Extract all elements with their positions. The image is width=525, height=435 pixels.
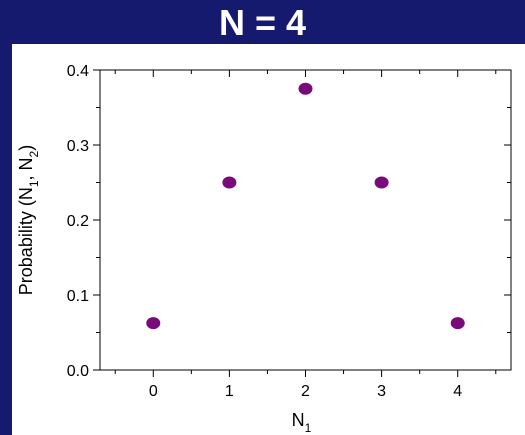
x-axis-title-sub: 1 [305,421,312,435]
x-tick-label: 3 [377,383,386,400]
plot-panel: 0 1 2 3 4 0.0 0.1 0.2 0.3 0.4 N1 Probability (N1, N… [12,44,525,435]
x-axis-title-main: N [292,410,305,430]
plot-frame [99,69,512,371]
y-axis-title-part: Probability (N [16,187,36,295]
x-tick-label: 0 [149,383,158,400]
slide-title: N = 4 [218,2,307,43]
y-tick-label: 0.1 [67,288,89,305]
data-point [146,317,161,330]
y-tick-label: 0.4 [67,63,89,80]
x-tick-label: 2 [301,383,310,400]
y-axis-title-sub: 2 [27,150,41,157]
y-axis-title: Probability (N1, N2) [16,145,41,295]
data-point [374,176,389,189]
x-tick-label: 1 [225,383,234,400]
y-axis-title-sub: 1 [27,180,41,187]
y-tick-label: 0.0 [67,363,89,380]
y-tick-label: 0.3 [67,138,89,155]
x-tick-label: 4 [453,383,462,400]
y-tick-label: 0.2 [67,213,89,230]
y-axis-title-part: ) [16,145,36,151]
x-axis-title: N1 [292,410,312,435]
data-point [450,317,465,330]
data-point [222,176,237,189]
y-axis-title-part: , N [16,157,36,180]
data-point [298,82,313,95]
